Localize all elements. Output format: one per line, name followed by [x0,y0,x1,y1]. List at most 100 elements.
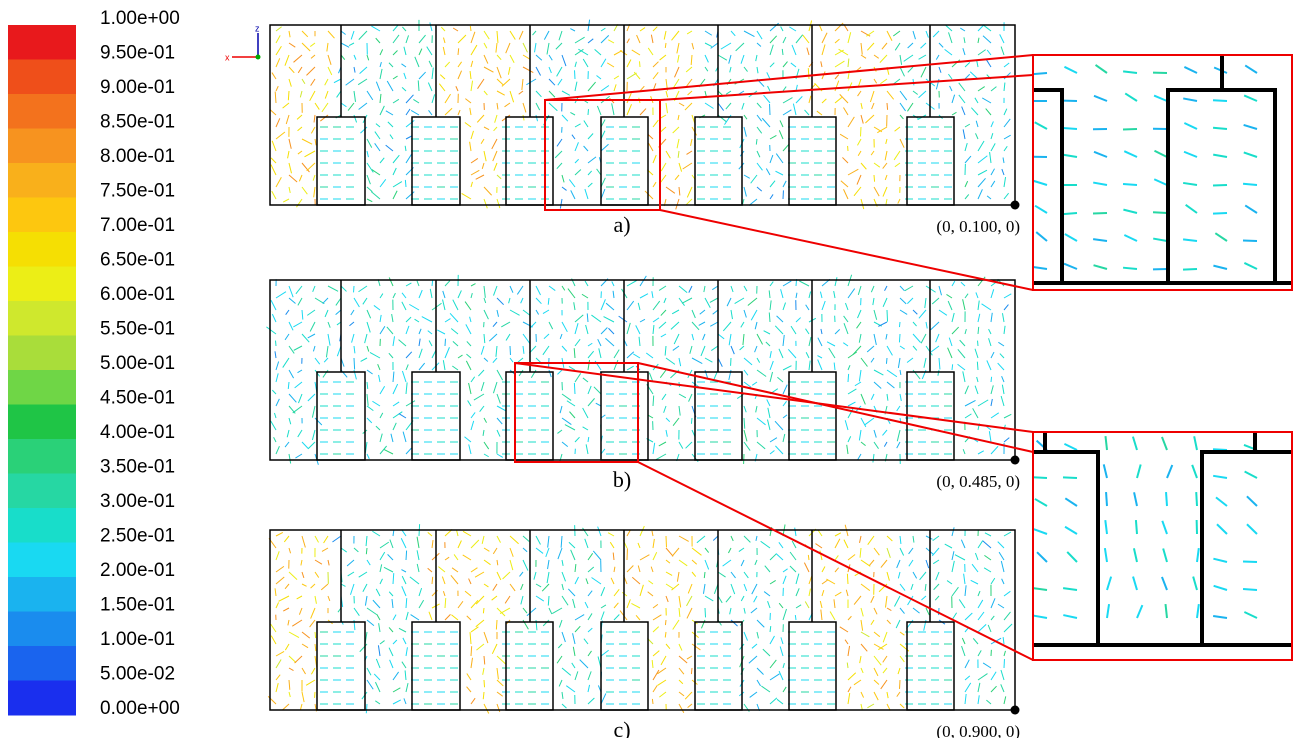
vector-arrow [1001,396,1004,406]
vector-arrow [905,286,913,291]
vector-arrow [976,133,978,139]
vector-arrow [567,401,575,406]
vector-arrow [843,343,848,346]
vector-arrow [874,175,875,182]
vector-arrow [744,67,748,72]
vector-arrow [627,323,630,334]
vector-arrow [482,163,484,169]
vector-arrow [494,127,497,131]
vector-arrow [662,394,666,400]
vector-arrow [389,592,393,596]
vector-arrow [405,670,406,680]
vector-arrow [679,103,684,106]
vector-arrow [894,151,900,160]
vector-arrow [1063,588,1077,590]
vector-arrow [756,406,757,412]
vector-arrow [302,79,305,84]
vector-arrow [302,31,308,37]
vector-arrow [469,444,471,454]
vector-arrow [701,620,705,628]
vector-arrow [988,625,991,632]
vector-arrow [406,136,412,139]
vector-arrow [543,346,549,355]
vector-arrow [991,446,998,454]
vector-arrow [341,370,347,377]
vector-arrow [496,620,497,629]
vector-arrow [705,103,714,109]
vector-arrow [1215,233,1227,241]
vector-arrow [562,187,567,190]
vector-arrow [376,124,380,127]
vector-arrow [822,99,826,103]
vector-arrow [835,555,838,560]
vector-arrow [536,584,541,587]
vector-arrow [389,648,393,656]
wall [1033,90,1062,283]
vector-arrow [320,115,328,121]
colorbar-label: 7.50e-01 [100,181,175,202]
vector-arrow [973,408,978,418]
vector-arrow [393,25,398,31]
vector-arrow [755,560,757,565]
vector-arrow [367,91,373,100]
vector-arrow [871,151,874,155]
vector-arrow [935,596,939,600]
vector-arrow [770,580,776,584]
vector-arrow [497,680,503,686]
vector-arrow [730,67,731,72]
vector-arrow [711,43,718,48]
vector-arrow [965,676,970,680]
vector-arrow [481,382,484,391]
vector-arrow [432,577,433,584]
vector-arrow [978,600,983,608]
vector-arrow [497,370,503,380]
vector-arrow [328,560,329,565]
vector-arrow [276,683,278,692]
vector-arrow [443,38,445,43]
vector-arrow [975,553,978,560]
vector-arrow [417,281,419,286]
vector-arrow [536,103,540,110]
vector-arrow [757,358,760,363]
vector-arrow [549,370,551,377]
vector-arrow [640,276,646,286]
vector-arrow [562,632,565,642]
vector-arrow [302,692,304,702]
vector-arrow [822,590,824,596]
colorbar-label: 4.00e-01 [100,422,175,443]
vector-arrow [392,599,393,608]
vector-arrow [481,139,484,144]
vector-arrow [1004,109,1007,115]
vector-arrow [1105,520,1107,534]
vector-arrow [744,442,750,451]
vector-arrow [900,536,901,544]
vector-arrow [820,551,822,560]
vector-arrow [484,43,487,48]
vector-arrow [844,540,848,548]
vector-arrow [367,346,369,352]
vector-arrow [510,31,515,39]
vector-arrow [402,302,406,310]
vector-arrow [562,322,567,332]
vector-arrow [543,620,549,626]
vector-arrow [367,151,368,157]
vector-arrow [380,579,382,584]
vector-arrow [597,76,601,79]
vector-arrow [757,115,762,121]
vector-arrow [341,103,346,107]
vector-arrow [627,60,631,67]
panel-coordinate: (0, 0.100, 0) [936,217,1020,236]
vector-arrow [861,632,869,637]
vector-arrow [595,49,601,55]
vector-arrow [848,687,851,692]
vector-arrow [575,615,584,620]
vector-arrow [295,656,302,663]
vector-arrow [900,103,906,111]
vector-arrow [1153,212,1167,213]
vector-arrow [909,560,913,566]
vector-arrow [770,300,771,310]
vector-arrow [406,612,408,620]
vector-arrow [406,598,407,608]
vector-arrow [389,277,393,286]
vector-arrow [1194,436,1197,450]
